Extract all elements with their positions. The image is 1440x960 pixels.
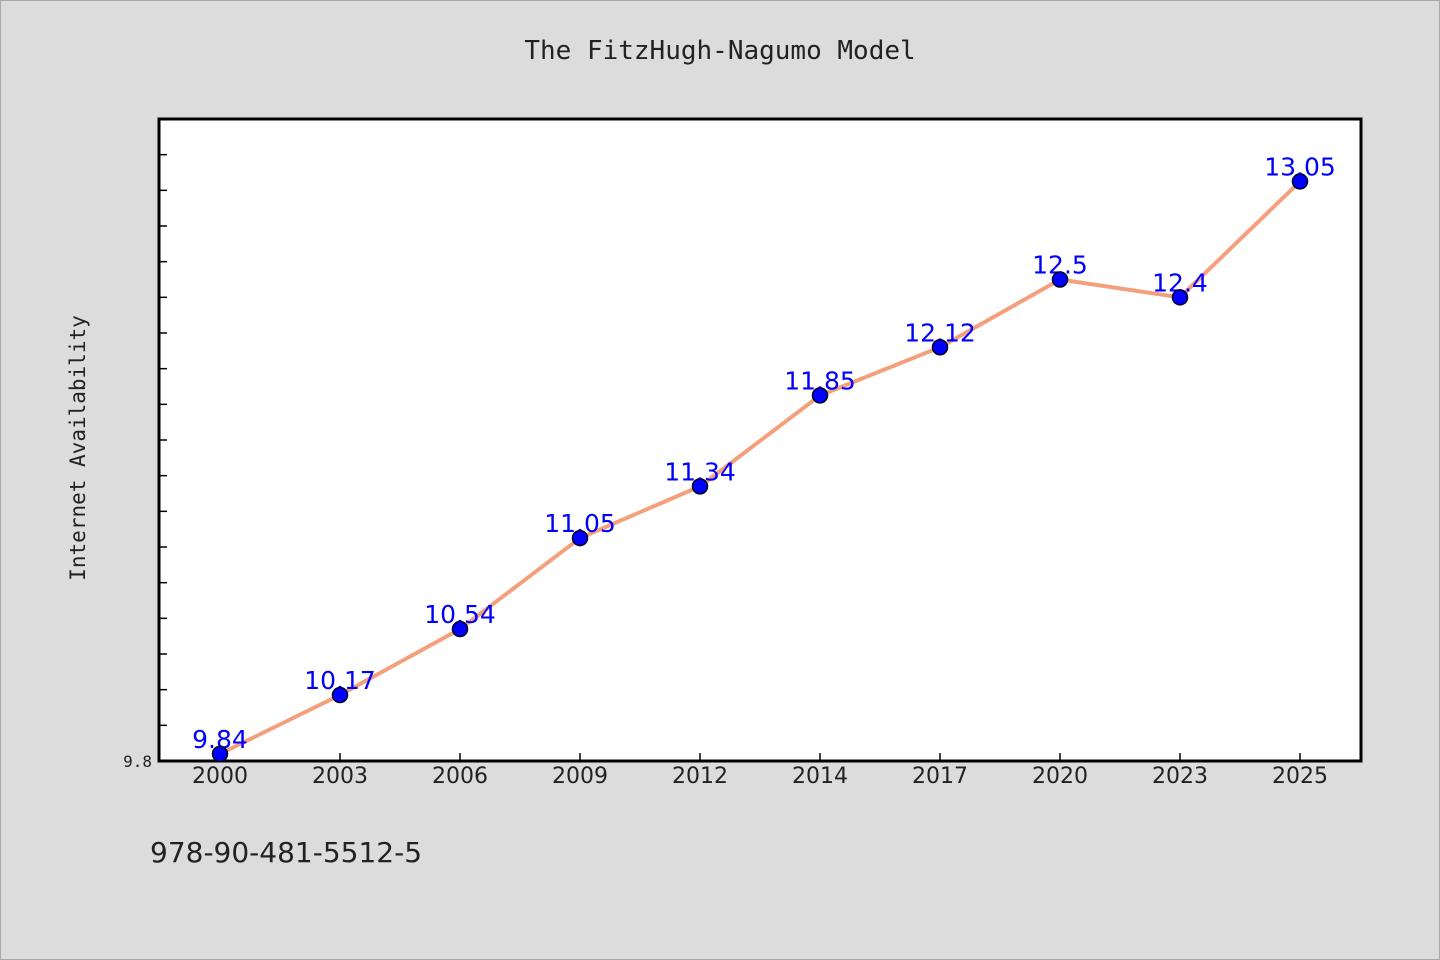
series-line [218, 179, 1302, 756]
data-point [931, 339, 949, 356]
x-tick-label: 2020 [1032, 764, 1088, 789]
data-point [1171, 289, 1189, 306]
x-tick-label: 2009 [552, 764, 608, 789]
data-point [571, 529, 589, 547]
series-markers [211, 173, 1309, 763]
data-point [1291, 173, 1309, 190]
x-tick-label: 2023 [1152, 764, 1208, 789]
x-tick-label: 2014 [792, 764, 848, 789]
data-point [691, 478, 709, 495]
x-tick-label: 2006 [432, 764, 488, 789]
x-tick-label: 2000 [192, 764, 248, 789]
x-tick-label: 2003 [312, 764, 368, 789]
data-point [451, 620, 469, 638]
x-tick-label: 2025 [1272, 764, 1328, 789]
x-axis-ticks: 2000 2003 2006 2009 2012 2014 2017 2020 2023 2025 [192, 753, 1328, 789]
data-point [331, 686, 349, 704]
isbn-text: 978-90-481-5512-5 [150, 836, 423, 869]
x-tick-label: 2012 [672, 764, 728, 789]
x-tick-label: 2017 [912, 764, 968, 789]
data-point [211, 745, 229, 763]
chart-title: The FitzHugh-Nagumo Model [524, 36, 916, 66]
y-tick-label: 9.8 [123, 752, 152, 771]
data-point [811, 387, 829, 404]
data-point [1051, 271, 1069, 288]
y-axis-ticks: 9.8 [123, 118, 167, 771]
